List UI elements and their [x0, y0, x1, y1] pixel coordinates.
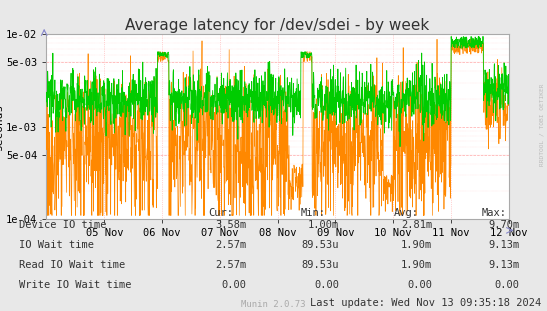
- Y-axis label: seconds: seconds: [0, 103, 3, 150]
- Text: 2.81m: 2.81m: [401, 220, 432, 230]
- Text: Cur:: Cur:: [208, 208, 233, 218]
- Text: 2.57m: 2.57m: [215, 260, 246, 270]
- Text: RRDTOOL / TOBI OETIKER: RRDTOOL / TOBI OETIKER: [539, 83, 544, 166]
- Text: 9.13m: 9.13m: [488, 260, 520, 270]
- Text: 9.70m: 9.70m: [488, 220, 520, 230]
- Text: 2.57m: 2.57m: [215, 240, 246, 250]
- Text: 9.13m: 9.13m: [488, 240, 520, 250]
- Text: 3.58m: 3.58m: [215, 220, 246, 230]
- Text: 0.00: 0.00: [221, 281, 246, 290]
- Text: 89.53u: 89.53u: [301, 240, 339, 250]
- Title: Average latency for /dev/sdei - by week: Average latency for /dev/sdei - by week: [125, 18, 430, 33]
- Text: 0.00: 0.00: [407, 281, 432, 290]
- Text: Write IO Wait time: Write IO Wait time: [19, 281, 132, 290]
- Text: 1.90m: 1.90m: [401, 260, 432, 270]
- Text: 1.90m: 1.90m: [401, 240, 432, 250]
- Text: Device IO time: Device IO time: [19, 220, 107, 230]
- Text: Read IO Wait time: Read IO Wait time: [19, 260, 125, 270]
- Text: 0.00: 0.00: [494, 281, 520, 290]
- Text: 0.00: 0.00: [314, 281, 339, 290]
- Text: Min:: Min:: [301, 208, 326, 218]
- Text: 1.00m: 1.00m: [308, 220, 339, 230]
- Text: IO Wait time: IO Wait time: [19, 240, 94, 250]
- Text: Last update: Wed Nov 13 09:35:18 2024: Last update: Wed Nov 13 09:35:18 2024: [310, 298, 542, 308]
- Text: Avg:: Avg:: [394, 208, 419, 218]
- Text: Munin 2.0.73: Munin 2.0.73: [241, 300, 306, 309]
- Text: 89.53u: 89.53u: [301, 260, 339, 270]
- Text: Max:: Max:: [481, 208, 507, 218]
